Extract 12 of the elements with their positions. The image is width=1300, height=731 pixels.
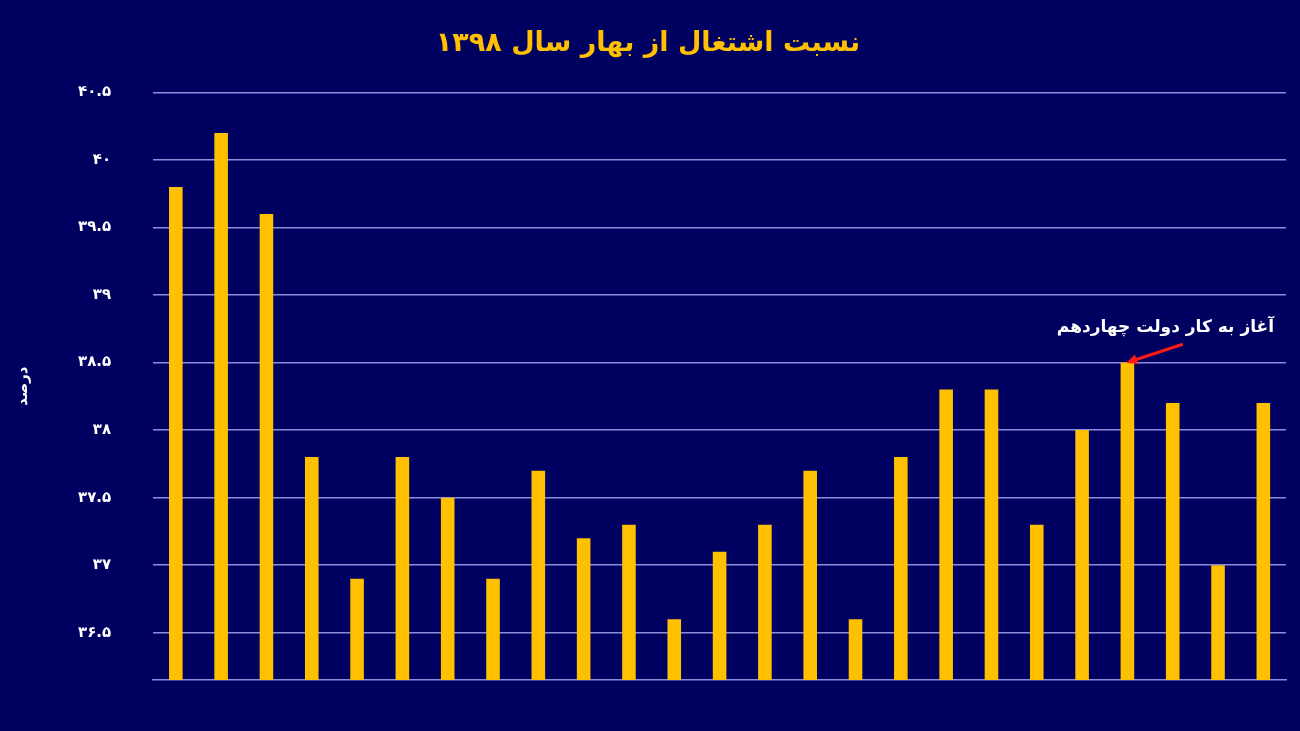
y-tick-label: ۳۷ [92, 555, 112, 574]
y-tick-label: ۳۸ [92, 419, 112, 438]
y-tick-label: ۳۹ [92, 284, 112, 303]
y-tick-label: ۳۷.۵ [77, 487, 112, 506]
y-tick-label: ۴۰.۵ [77, 82, 112, 101]
y-axis-title: درصد [12, 366, 31, 406]
annotation: آغاز به کار دولت چهاردهم [1056, 315, 1276, 338]
y-tick-label: ۳۸.۵ [77, 352, 112, 371]
y-tick-label: ۳۹.۵ [77, 217, 112, 236]
y-tick-label: ۴۰ [92, 149, 112, 168]
chart-title: نسبت اشتغال از بهار سال ۱۳۹۸ [435, 26, 861, 59]
y-tick-label: ۳۶.۵ [77, 622, 112, 641]
